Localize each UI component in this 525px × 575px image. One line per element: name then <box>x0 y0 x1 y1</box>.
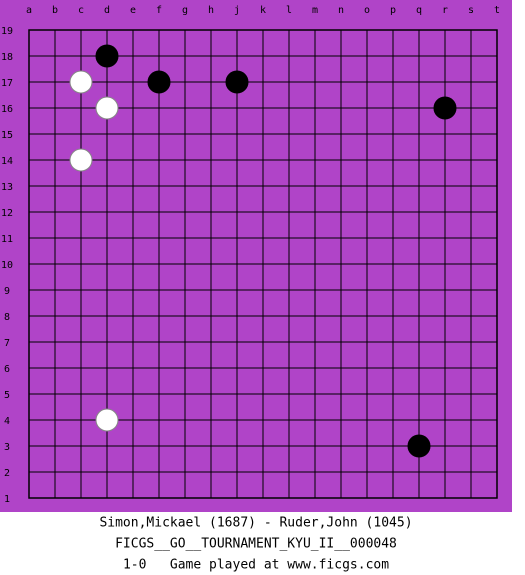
black-stone <box>407 434 431 458</box>
event: FICGS__GO__TOURNAMENT_KYU_II__000048 <box>115 537 397 552</box>
column-label: d <box>104 5 110 16</box>
column-label: o <box>364 5 370 16</box>
row-label: 12 <box>1 208 13 219</box>
column-label: h <box>208 5 214 16</box>
board-border <box>28 29 498 499</box>
black-stone <box>147 70 171 94</box>
column-label: a <box>26 5 32 16</box>
column-label: q <box>416 5 422 16</box>
row-label: 17 <box>1 78 13 89</box>
row-label: 11 <box>1 234 13 245</box>
stones <box>69 44 457 458</box>
row-label: 14 <box>1 156 13 167</box>
column-label: g <box>182 5 188 16</box>
row-label: 7 <box>4 338 10 349</box>
column-label: t <box>494 5 500 16</box>
black-stone <box>225 70 249 94</box>
column-label: k <box>260 5 266 16</box>
column-label: l <box>286 5 292 16</box>
players: Simon,Mickael (1687) - Ruder,John (1045) <box>99 516 412 531</box>
row-label: 16 <box>1 104 13 115</box>
column-label: s <box>468 5 474 16</box>
row-label: 13 <box>1 182 13 193</box>
white-stone <box>69 148 93 172</box>
column-label: p <box>390 5 396 16</box>
black-stone <box>95 44 119 68</box>
white-stone <box>95 96 119 120</box>
black-stone <box>433 96 457 120</box>
row-label: 19 <box>1 26 13 37</box>
column-label: c <box>78 5 84 16</box>
column-label: n <box>338 5 344 16</box>
column-label: r <box>442 5 448 16</box>
row-label: 6 <box>4 364 10 375</box>
row-label: 3 <box>4 442 10 453</box>
row-label: 2 <box>4 468 10 479</box>
row-label: 18 <box>1 52 13 63</box>
row-label: 1 <box>4 494 10 505</box>
column-label: j <box>234 5 240 16</box>
column-label: f <box>156 5 162 16</box>
coordinate-labels: a b c d e f g h j k l m n o p q r s t191817161514131211109… <box>1 5 500 505</box>
result: 1-0 Game played at www.ficgs.com <box>123 558 389 573</box>
row-label: 4 <box>4 416 10 427</box>
row-label: 8 <box>4 312 10 323</box>
row-label: 5 <box>4 390 10 401</box>
row-label: 15 <box>1 130 13 141</box>
white-stone <box>95 408 119 432</box>
column-label: e <box>130 5 136 16</box>
row-label: 9 <box>4 286 10 297</box>
white-stone <box>69 70 93 94</box>
column-label: m <box>312 5 318 16</box>
row-label: 10 <box>1 260 13 271</box>
column-label: b <box>52 5 58 16</box>
